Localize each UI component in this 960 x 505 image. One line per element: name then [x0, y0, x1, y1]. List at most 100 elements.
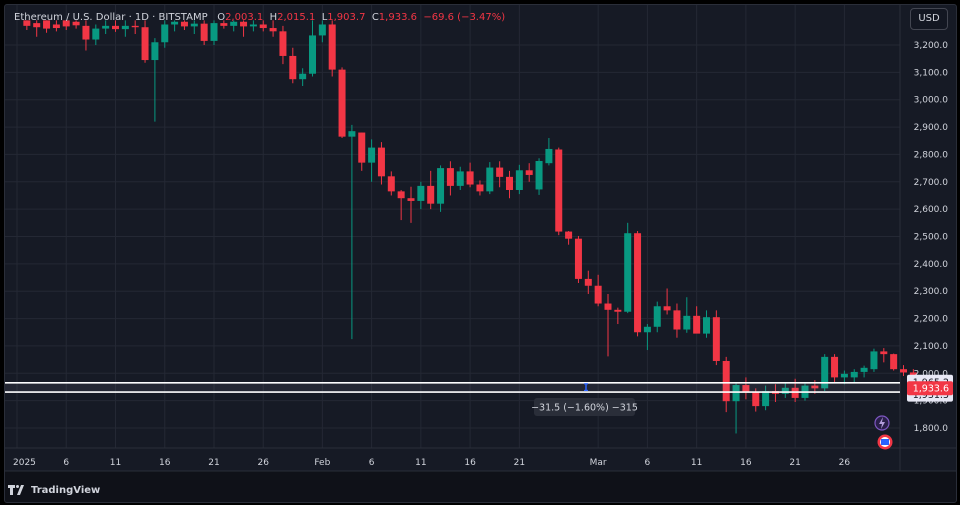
measure-tooltip: [534, 398, 635, 416]
time-tick-label: 11: [691, 458, 702, 468]
time-tick-label: 6: [369, 458, 375, 468]
candle-body: [407, 198, 415, 201]
open-label: O: [217, 12, 226, 23]
price-tick-label: 3,000.0: [914, 96, 949, 106]
time-tick-label: 21: [789, 458, 800, 468]
candle-body: [62, 20, 70, 27]
candle-body: [121, 25, 129, 30]
measure-tooltip-label: −31.5 (−1.60%) −315: [531, 403, 638, 414]
candle-body: [190, 23, 198, 27]
candle-body: [840, 373, 848, 378]
candle-body: [43, 20, 51, 29]
high-value: 2,015.1: [277, 12, 316, 23]
candle-body: [584, 278, 592, 286]
symbol-header: Ethereum / U.S. Dollar · 1D · BITSTAMP O…: [14, 12, 505, 23]
candle-body: [151, 42, 159, 61]
candle-body: [437, 168, 445, 204]
time-tick-label: 26: [839, 458, 851, 468]
candle-body: [180, 21, 188, 27]
candle-body: [535, 160, 543, 190]
candle-body: [240, 21, 248, 27]
flag-icon-glyph: [881, 439, 889, 445]
time-tick-label: 6: [63, 458, 69, 468]
candle-body: [762, 391, 770, 407]
price-tick-label: 2,600.0: [914, 205, 949, 215]
price-tick-label: 2,500.0: [914, 233, 949, 243]
candle-body: [328, 24, 336, 70]
candle-body: [446, 168, 454, 186]
price-tick-label: 2,100.0: [914, 342, 949, 352]
candle-body: [72, 21, 80, 26]
candle-body: [811, 385, 819, 389]
candle-body: [850, 371, 858, 378]
candle-body: [200, 23, 208, 41]
candle-body: [752, 392, 760, 407]
price-tick-label: 2,400.0: [914, 260, 949, 270]
candle-body: [614, 309, 622, 312]
candle-body: [299, 73, 307, 80]
candle-body: [220, 23, 228, 26]
candle-body: [594, 285, 602, 304]
time-tick-label: Feb: [314, 458, 330, 468]
candle-body: [663, 306, 671, 311]
time-tick-label: 11: [110, 458, 121, 468]
candle-body: [112, 25, 119, 30]
candle-body: [624, 233, 632, 312]
candle-body: [397, 191, 405, 199]
last-price-tag: 1,933.6: [913, 384, 949, 395]
time-tick-label: 21: [514, 458, 525, 468]
price-chart[interactable]: −31.5 (−1.60%) −315 3,200.0 3,100.0 3,000.0…: [5, 5, 956, 502]
currency-button[interactable]: USD: [910, 8, 948, 30]
candle-body: [141, 27, 149, 61]
candle-body: [358, 132, 366, 163]
candle-body: [496, 167, 504, 177]
last-price-tag-bg: [907, 381, 953, 396]
candle-body: [545, 148, 553, 164]
price-tick-label: 2,700.0: [914, 178, 949, 188]
price-tick-label: 2,800.0: [914, 150, 949, 160]
candle-body: [732, 385, 740, 402]
candle-body: [368, 147, 376, 163]
close-value: 1,933.6: [378, 12, 417, 23]
candle-body: [712, 317, 720, 361]
candle-body: [318, 24, 326, 36]
time-tick-label: 21: [208, 458, 219, 468]
candle-body: [82, 25, 90, 40]
candle-body: [506, 176, 513, 190]
candle-body: [338, 69, 346, 137]
time-tick-label: 11: [415, 458, 426, 468]
low-value: 1,903.7: [327, 12, 366, 23]
candle-body: [259, 24, 267, 29]
candle-body: [703, 317, 710, 334]
candle-body: [102, 25, 110, 29]
candle-body: [831, 356, 839, 378]
time-tick-label: 6: [645, 458, 651, 468]
price-tick-label: 3,100.0: [914, 68, 949, 78]
time-tick-label: 16: [464, 458, 476, 468]
time-tick-label: 26: [258, 458, 270, 468]
candle-body: [525, 170, 533, 175]
tradingview-branding[interactable]: TradingView: [8, 481, 100, 499]
time-tick-label: Mar: [590, 458, 607, 468]
candle-body: [900, 369, 907, 373]
candle-body: [604, 303, 612, 310]
candle-body: [791, 387, 799, 398]
tradingview-label: TradingView: [31, 484, 101, 496]
candle-body: [653, 306, 661, 327]
candle-body: [722, 360, 730, 402]
candle-body: [52, 24, 60, 29]
low-label: L: [321, 12, 328, 23]
candle-body: [417, 185, 425, 201]
candle-body: [279, 31, 287, 56]
price-tick-label: 2,300.0: [914, 287, 949, 297]
candle-body: [565, 231, 573, 239]
candle-body: [486, 167, 494, 192]
candle-body: [230, 21, 238, 26]
candle-body: [673, 310, 681, 330]
footer-bar: [5, 471, 956, 502]
candle-body: [269, 28, 277, 32]
candle-body: [161, 24, 169, 43]
price-tick-label: 2,900.0: [914, 123, 949, 133]
candle-body: [249, 24, 257, 27]
candle-body: [456, 171, 464, 186]
